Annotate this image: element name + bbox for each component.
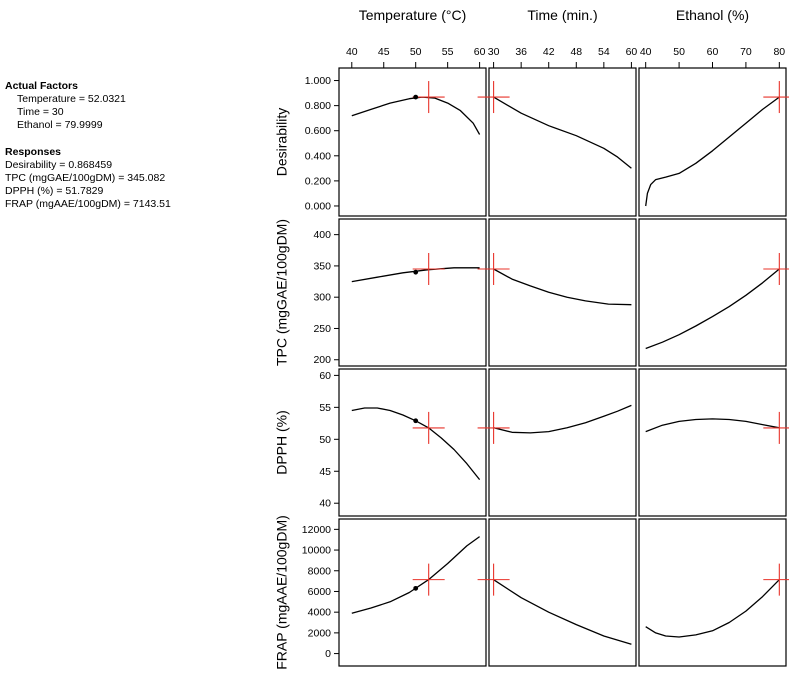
panel-3-2 xyxy=(638,518,787,667)
y-tick-label-2-3: 55 xyxy=(319,402,331,414)
x-tick-label-1-2: 42 xyxy=(543,46,555,58)
response-desirability-line: Desirability = 0.868459 xyxy=(5,159,113,171)
y-tick-label-3-3: 6000 xyxy=(308,586,332,598)
response-frap-line: FRAP (mgAAE/100gDM) = 7143.51 xyxy=(5,198,171,210)
y-tick-label-3-2: 4000 xyxy=(308,607,332,619)
y-tick-label-3-6: 12000 xyxy=(302,524,331,536)
y-tick-label-0-5: 1.000 xyxy=(305,75,331,87)
response-dpph-line: DPPH (%) = 51.7829 xyxy=(5,185,104,197)
curve-0-2 xyxy=(645,96,780,207)
y-tick-label-3-1: 2000 xyxy=(308,627,332,639)
y-tick-label-0-0: 0.000 xyxy=(305,200,331,212)
panel-1-0 xyxy=(338,218,487,367)
y-tick-label-1-1: 250 xyxy=(313,323,331,335)
factor-header-2: Ethanol (%) xyxy=(676,7,749,23)
x-tick-label-1-3: 48 xyxy=(570,46,582,58)
factor-header-1: Time (min.) xyxy=(527,7,597,23)
response-label-2: DPPH (%) xyxy=(274,410,290,475)
panel-0-1 xyxy=(488,67,637,217)
panel-2-0 xyxy=(338,368,487,517)
y-tick-label-0-4: 0.800 xyxy=(305,100,331,112)
curve-2-1 xyxy=(493,404,632,434)
x-tick-label-0-4: 60 xyxy=(474,46,486,58)
y-tick-label-2-0: 40 xyxy=(319,498,331,510)
factor-time-line: Time = 30 xyxy=(17,106,64,118)
x-tick-label-2-0: 40 xyxy=(640,46,652,58)
response-tpc-line: TPC (mgGAE/100gDM) = 345.082 xyxy=(5,172,166,184)
panel-0-0 xyxy=(338,67,487,217)
curve-3-0 xyxy=(351,536,480,614)
factor-header-0: Temperature (°C) xyxy=(359,7,467,23)
factor-ethanol-line: Ethanol = 79.9999 xyxy=(17,119,103,131)
y-tick-label-2-4: 60 xyxy=(319,370,331,382)
x-tick-label-0-3: 55 xyxy=(442,46,454,58)
x-tick-label-2-3: 70 xyxy=(740,46,752,58)
curve-2-2 xyxy=(645,418,780,433)
curve-3-1 xyxy=(493,579,632,645)
y-tick-label-1-2: 300 xyxy=(313,292,331,304)
x-tick-label-2-4: 80 xyxy=(773,46,785,58)
panel-1-1 xyxy=(488,218,637,367)
panel-3-0 xyxy=(338,518,487,667)
curve-1-1 xyxy=(493,268,632,306)
panel-2-1 xyxy=(488,368,637,517)
curve-3-2 xyxy=(645,579,780,638)
actual-factors-heading: Actual Factors xyxy=(5,80,78,92)
factor-temperature-line: Temperature = 52.0321 xyxy=(17,93,126,105)
response-label-0: Desirability xyxy=(274,108,290,176)
y-tick-label-0-1: 0.200 xyxy=(305,175,331,187)
response-label-3: FRAP (mgAAE/100gDM) xyxy=(274,515,290,670)
factor-summary: Actual Factors Temperature = 52.0321 Tim… xyxy=(5,80,171,211)
x-tick-label-1-4: 54 xyxy=(598,46,610,58)
curve-0-1 xyxy=(493,96,632,169)
y-tick-label-1-0: 200 xyxy=(313,354,331,366)
panel-2-2 xyxy=(638,368,787,517)
x-tick-label-0-0: 40 xyxy=(346,46,358,58)
panel-3-1 xyxy=(488,518,637,667)
x-tick-label-0-2: 50 xyxy=(410,46,422,58)
response-label-1: TPC (mgGAE/100gDM) xyxy=(274,219,290,366)
y-tick-label-0-2: 0.400 xyxy=(305,150,331,162)
curve-0-0 xyxy=(351,96,481,135)
y-tick-label-2-1: 45 xyxy=(319,466,331,478)
x-tick-label-1-5: 60 xyxy=(626,46,638,58)
y-tick-label-3-0: 0 xyxy=(325,648,331,660)
y-tick-label-1-4: 400 xyxy=(313,229,331,241)
y-tick-label-3-4: 8000 xyxy=(308,565,332,577)
x-tick-label-2-2: 60 xyxy=(707,46,719,58)
panel-1-2 xyxy=(638,218,787,367)
responses-heading: Responses xyxy=(5,146,62,158)
curve-1-2 xyxy=(645,268,780,350)
y-tick-label-0-3: 0.600 xyxy=(305,125,331,137)
x-tick-label-1-0: 30 xyxy=(488,46,500,58)
y-tick-label-3-5: 10000 xyxy=(302,545,331,557)
y-tick-label-1-3: 350 xyxy=(313,260,331,272)
y-tick-label-2-2: 50 xyxy=(319,434,331,446)
x-tick-label-1-1: 36 xyxy=(515,46,527,58)
design-point-3 xyxy=(413,585,419,591)
design-point-1 xyxy=(413,269,419,275)
design-point-0 xyxy=(413,94,419,100)
x-tick-label-2-1: 50 xyxy=(673,46,685,58)
design-point-2 xyxy=(413,418,419,424)
x-tick-label-0-1: 45 xyxy=(378,46,390,58)
panel-0-2 xyxy=(638,67,787,217)
